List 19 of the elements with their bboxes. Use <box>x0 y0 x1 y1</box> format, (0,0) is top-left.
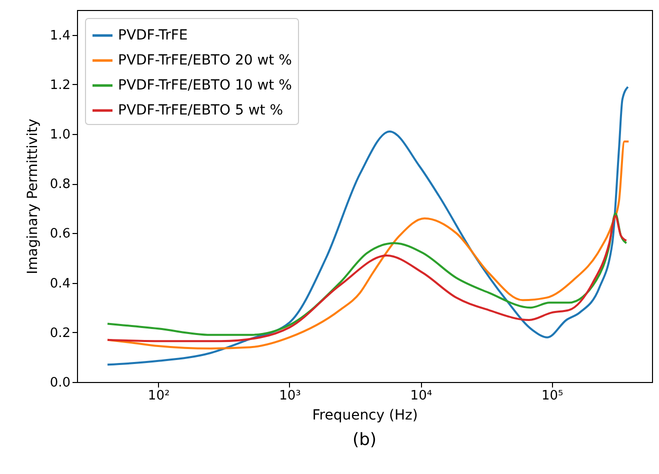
legend-label: PVDF-TrFE/EBTO 10 wt % <box>118 78 292 94</box>
y-tick-label: 0.4 <box>50 276 70 292</box>
y-axis-title: Imaginary Permittivity <box>24 118 41 274</box>
y-tick-label: 1.0 <box>50 128 70 142</box>
y-tick-label: 1.2 <box>50 78 70 93</box>
text: (b) <box>352 430 377 450</box>
legend-label: PVDF-TrFE <box>118 28 188 44</box>
x-tick-label: 10³ <box>279 388 301 404</box>
x-tick-label: 10⁵ <box>541 388 564 404</box>
y-tick-label: 0.6 <box>50 226 70 242</box>
y-tick-label: 0.8 <box>50 177 70 192</box>
x-tick-label: 10² <box>148 388 170 404</box>
legend-label: PVDF-TrFE/EBTO 20 wt % <box>118 52 292 68</box>
y-tick-label: 0.0 <box>50 376 70 390</box>
x-tick-label: 10⁴ <box>410 388 432 404</box>
y-tick-label: 0.2 <box>50 326 70 341</box>
y-tick-label: 1.4 <box>50 28 70 44</box>
x-axis-title: Frequency (Hz) <box>312 408 418 424</box>
legend-label: PVDF-TrFE/EBTO 5 wt % <box>118 102 284 118</box>
